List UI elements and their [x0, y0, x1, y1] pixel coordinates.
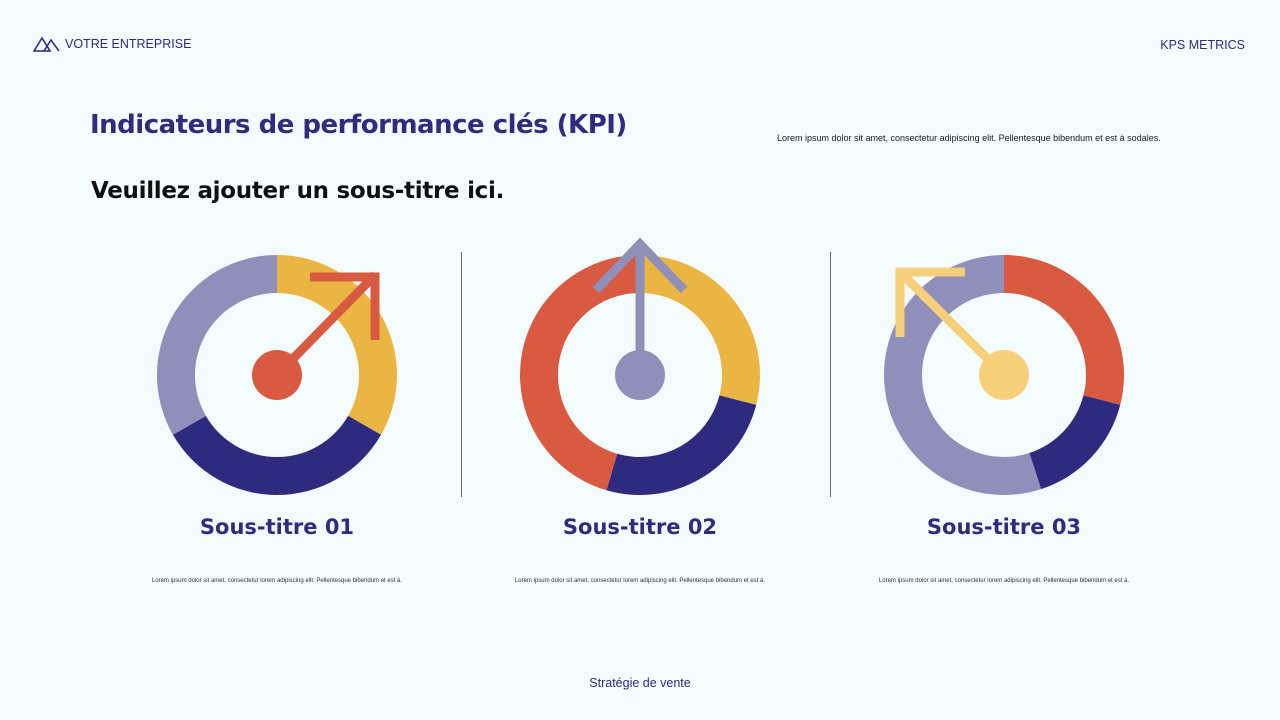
column-title-1: Sous-titre 01 [199, 515, 355, 539]
donut-1-segment-3 [156, 255, 277, 435]
column-text-2: Lorem ipsum dolor sit amet, consectetur … [514, 578, 766, 584]
divider [461, 252, 462, 497]
donut-2-segment-1 [640, 255, 760, 405]
gauge-2-hub [615, 350, 665, 400]
donut-3-segment-3 [884, 255, 1042, 495]
arrow-2-head-icon [592, 237, 688, 294]
gauge-3-hub [979, 350, 1029, 400]
header-right-label: KPS METRICS [1160, 38, 1245, 52]
column-title-2: Sous-titre 02 [562, 515, 718, 539]
page-subtitle: Veuillez ajouter un sous-titre ici. [91, 178, 505, 204]
donut-1-segment-1 [277, 255, 398, 435]
column-text-3: Lorem ipsum dolor sit amet, consectetur … [878, 578, 1130, 584]
footer-label: Stratégie de vente [589, 676, 691, 690]
donut-2-segment-2 [606, 395, 757, 495]
donut-2-segment-3 [520, 255, 640, 491]
column-text-1: Lorem ipsum dolor sit amet, consectetur … [151, 578, 403, 584]
mountains-logo-icon [33, 36, 60, 52]
page-description: Lorem ipsum dolor sit amet, consectetur … [777, 133, 1161, 143]
brand-name: VOTRE ENTREPRISE [65, 37, 192, 51]
arrow-1-head-icon [310, 272, 380, 340]
donut-1-segment-2 [172, 415, 382, 496]
arrow-3-head-icon [895, 267, 965, 337]
column-title-3: Sous-titre 03 [926, 515, 1082, 539]
page-title: Indicateurs de performance clés (KPI) [90, 110, 627, 140]
brand: VOTRE ENTREPRISE [33, 36, 191, 52]
divider [830, 252, 831, 497]
donut-3-segment-2 [1029, 395, 1121, 490]
gauge-1-hub [252, 350, 302, 400]
donut-3-segment-1 [1004, 255, 1124, 405]
